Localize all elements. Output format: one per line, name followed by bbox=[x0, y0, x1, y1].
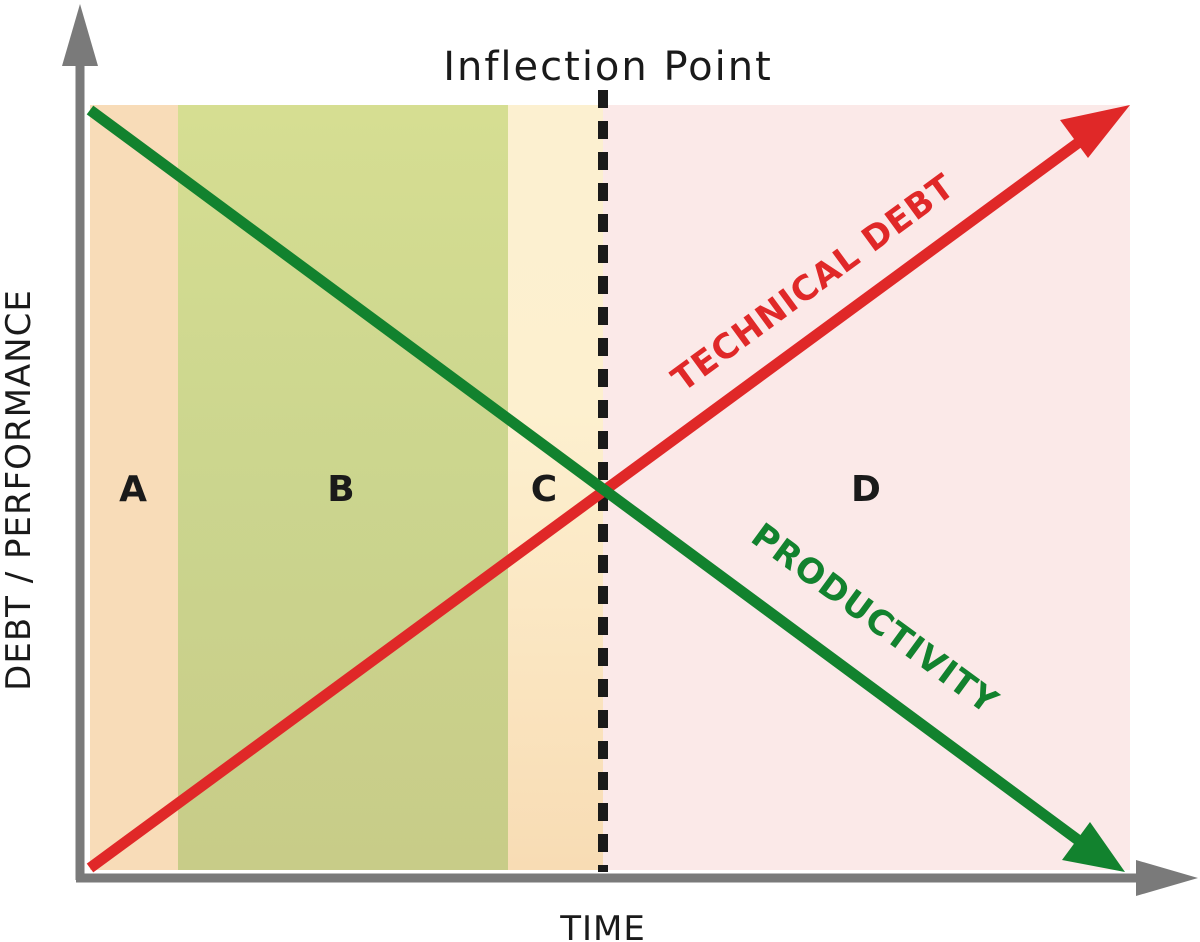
zone-c-region bbox=[508, 105, 603, 870]
zone-label-c: C bbox=[531, 469, 557, 510]
y-axis-arrowhead bbox=[62, 4, 98, 66]
x-axis-arrowhead bbox=[1136, 860, 1198, 896]
zone-label-a: A bbox=[119, 469, 147, 510]
technical-debt-arrowhead bbox=[1060, 105, 1130, 158]
productivity-line bbox=[86, 105, 1125, 872]
inflection-point-title: Inflection Point bbox=[443, 44, 773, 90]
x-axis bbox=[76, 860, 1198, 896]
zone-label-b: B bbox=[327, 469, 354, 510]
zone-a-region bbox=[90, 105, 178, 870]
x-axis-label: TIME bbox=[559, 909, 646, 942]
technical-debt-line bbox=[86, 105, 1130, 873]
productivity-arrowhead bbox=[1062, 822, 1125, 872]
y-axis bbox=[62, 4, 98, 880]
y-axis-label: DEBT / PERFORMANCE bbox=[0, 289, 39, 691]
zone-b-region bbox=[178, 105, 508, 870]
zone-label-d: D bbox=[851, 469, 881, 510]
zone-d-region bbox=[603, 105, 1130, 870]
